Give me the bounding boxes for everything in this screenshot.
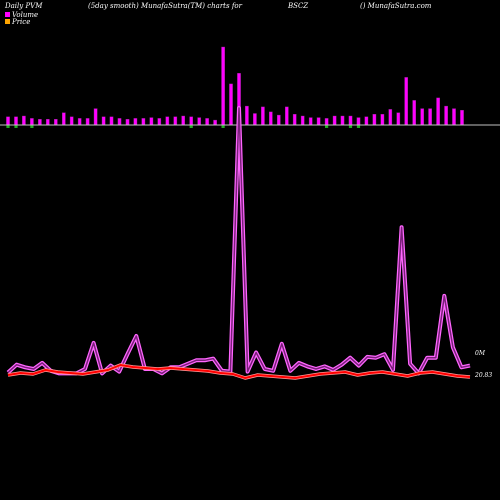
volume-bar [404,77,409,126]
volume-bar [213,119,217,126]
price-line [7,364,471,379]
volume-bar [380,114,385,126]
volume-bar [460,109,464,126]
legend-price-swatch [5,19,10,24]
volume-bar [285,106,289,126]
volume-bar-down-marker [348,125,353,128]
volume-bar [316,117,321,126]
volume-bar [6,116,10,126]
legend-volume-swatch [5,12,10,17]
volume-bar [269,111,273,126]
volume-bar [117,118,122,126]
volume-bar [14,116,18,126]
volume-bar-down-marker [30,125,34,128]
volume-bar [253,113,257,126]
volume-bar [109,116,114,126]
chart-title-mid: (5day smooth) MunafaSutra(TM) charts for [88,2,243,10]
volume-bar-down-marker [356,125,361,128]
volume-bar [133,118,138,126]
volume-bar [141,118,146,126]
volume-bar-down-marker [325,125,329,128]
volume-bar [125,119,130,126]
chart-symbol: BSCZ [287,2,308,10]
volume-bars [6,46,464,128]
volume-bar [412,100,417,126]
volume-bar [173,116,178,126]
smoothed-volume-line [7,107,471,375]
volume-bar [229,83,233,126]
volume-bar [221,46,225,126]
volume-bar [420,108,425,126]
volume-bar [388,109,393,126]
volume-bar [30,118,34,126]
volume-last-label: 0M [475,350,486,357]
volume-bar [356,117,361,126]
volume-bar [189,116,194,126]
price-last-label: 20.83 [474,372,492,379]
volume-bar [277,114,281,126]
volume-bar [197,117,202,126]
volume-bar [261,106,265,126]
volume-bar-down-marker [189,125,193,128]
volume-bar [77,118,82,126]
volume-bar [149,117,154,126]
volume-bar [101,116,106,126]
volume-bar [444,105,448,126]
volume-bar [364,116,369,126]
volume-bar [165,116,170,126]
chart-title-left: Daily PVM [4,2,43,10]
volume-bar [428,108,432,126]
volume-bar [348,115,353,126]
volume-bar [22,115,26,126]
volume-bar [436,97,440,126]
volume-bar [292,114,297,126]
legend-price-label: Price [11,18,30,26]
volume-bar [54,119,58,126]
volume-bar [396,112,401,126]
volume-bar [452,108,456,126]
volume-bar [46,119,50,126]
volume-bar [157,118,162,126]
volume-bar-down-marker [221,125,225,128]
legend-volume-label: Volume [12,11,38,19]
volume-bar [324,118,329,126]
volume-bar [85,118,90,126]
volume-bar [300,115,305,126]
volume-bar [332,115,337,126]
volume-bar [372,114,377,126]
volume-bar [62,112,66,126]
volume-bar [181,115,186,126]
volume-bar [93,108,98,126]
volume-bar-down-marker [6,125,10,128]
volume-bar [245,105,249,126]
volume-bar [308,117,313,126]
volume-bar [38,119,42,126]
volume-bar-down-marker [14,125,18,128]
volume-bar [205,118,209,126]
volume-bar [340,115,345,126]
chart-source: () MunafaSutra.com [360,2,432,10]
volume-bar [69,116,74,126]
